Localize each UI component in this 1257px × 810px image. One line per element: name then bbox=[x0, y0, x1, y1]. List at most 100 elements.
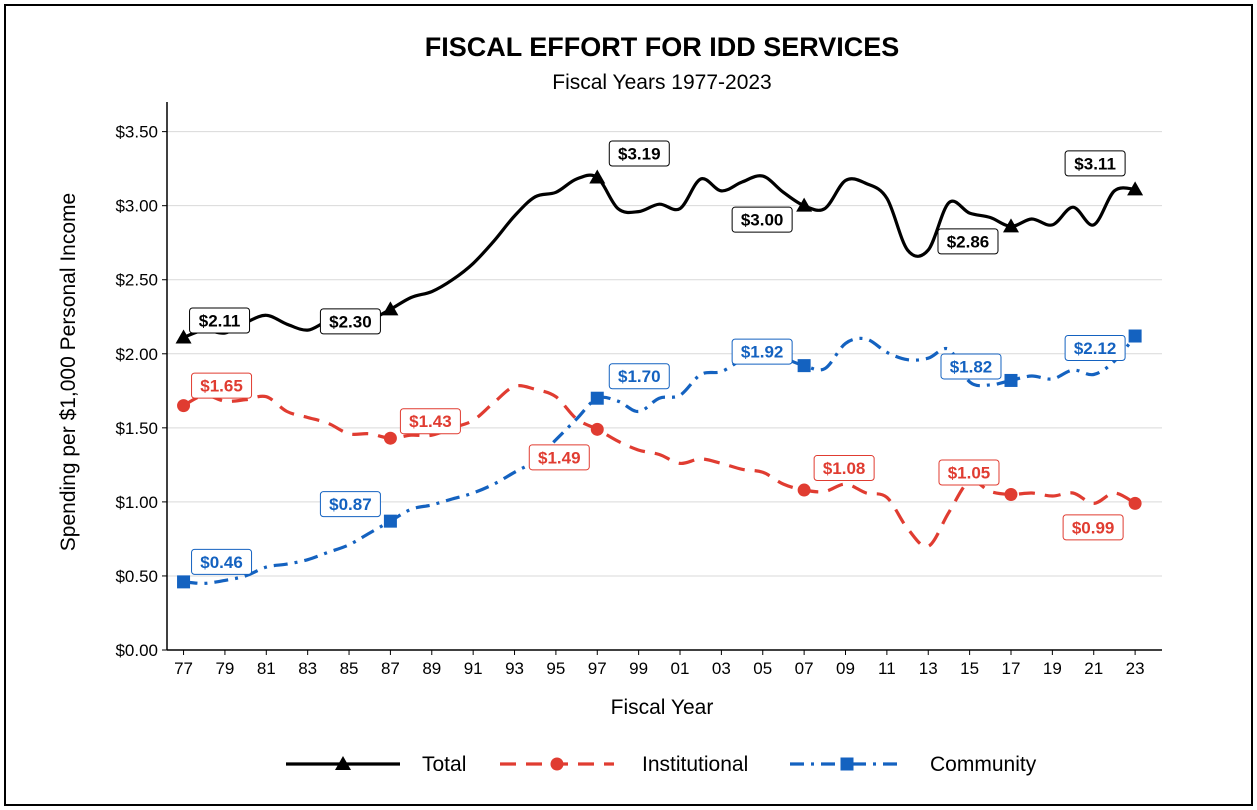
y-tick-label: $3.50 bbox=[115, 123, 158, 142]
y-tick-label: $0.50 bbox=[115, 567, 158, 586]
total-point-marker bbox=[1127, 181, 1144, 196]
total-point-marker bbox=[589, 169, 606, 184]
total-data-label-box bbox=[189, 307, 251, 334]
x-tick-label: 99 bbox=[629, 659, 648, 678]
legend-institutional-marker bbox=[550, 757, 564, 771]
x-tick-label: 81 bbox=[257, 659, 276, 678]
data-labels: $2.11 $2.30 $3.19 $3.00 $2.86 $3.11 $1.65 $1.43… bbox=[189, 140, 1126, 575]
legend-community-label: Community bbox=[930, 753, 1037, 776]
community-data-label: $2.12 bbox=[1074, 339, 1117, 358]
x-tick-label: 09 bbox=[836, 659, 855, 678]
total-data-label: $3.19 bbox=[618, 145, 661, 164]
community-point-marker bbox=[1128, 329, 1142, 343]
chart-subtitle: Fiscal Years 1977-2023 bbox=[552, 71, 772, 94]
x-tick-label: 17 bbox=[1002, 659, 1021, 678]
community-data-label-box bbox=[940, 353, 1002, 380]
x-tick-label: 03 bbox=[712, 659, 731, 678]
institutional-data-label-box bbox=[1062, 514, 1124, 541]
x-tick-label: 79 bbox=[215, 659, 234, 678]
community-point-marker bbox=[590, 391, 604, 405]
x-axis-title: Fiscal Year bbox=[611, 696, 714, 719]
community-data-label: $1.70 bbox=[618, 367, 661, 386]
total-data-label: $2.86 bbox=[947, 232, 990, 251]
community-data-label: $1.92 bbox=[741, 343, 784, 362]
total-data-label: $2.30 bbox=[329, 312, 372, 331]
institutional-point-marker bbox=[797, 483, 811, 497]
total-point-marker bbox=[382, 301, 399, 316]
y-tick-label: $0.00 bbox=[115, 641, 158, 660]
institutional-data-label: $1.43 bbox=[409, 412, 452, 431]
x-tick-label: 05 bbox=[753, 659, 772, 678]
total-data-label-box bbox=[608, 140, 670, 167]
total-data-label: $3.11 bbox=[1074, 154, 1116, 173]
community-point-marker bbox=[383, 514, 397, 528]
community-data-label: $0.46 bbox=[200, 553, 243, 572]
total-data-label-box bbox=[319, 308, 381, 335]
total-point-marker bbox=[175, 329, 192, 344]
institutional-point-marker bbox=[1128, 496, 1142, 510]
institutional-data-label-box bbox=[399, 408, 461, 435]
chart-title: FISCAL EFFORT FOR IDD SERVICES bbox=[425, 32, 900, 62]
x-tick-label: 91 bbox=[464, 659, 483, 678]
institutional-data-label: $0.99 bbox=[1072, 518, 1115, 537]
community-data-label: $1.82 bbox=[950, 357, 993, 376]
y-tick-label: $2.00 bbox=[115, 345, 158, 364]
institutional-data-label: $1.49 bbox=[538, 448, 581, 467]
legend: Total Institutional Community bbox=[286, 753, 1037, 776]
institutional-data-label-box bbox=[191, 372, 253, 399]
x-tick-label: 97 bbox=[588, 659, 607, 678]
gridlines bbox=[167, 131, 1162, 651]
y-axis-title: Spending per $1,000 Personal Income bbox=[57, 193, 80, 551]
total-data-label-box bbox=[1064, 150, 1126, 177]
x-tick-label: 15 bbox=[960, 659, 979, 678]
x-tick-label: 87 bbox=[381, 659, 400, 678]
institutional-data-label-box bbox=[938, 459, 1000, 486]
y-tick-label: $2.50 bbox=[115, 271, 158, 290]
x-tick-label: 89 bbox=[422, 659, 441, 678]
x-tick-label: 93 bbox=[505, 659, 524, 678]
x-tick-label: 19 bbox=[1043, 659, 1062, 678]
y-tick-label: $1.00 bbox=[115, 493, 158, 512]
total-point-marker bbox=[1002, 218, 1019, 233]
x-tick-label: 77 bbox=[174, 659, 193, 678]
institutional-data-label-box bbox=[528, 444, 590, 471]
community-point-marker bbox=[177, 575, 191, 589]
community-data-label-box bbox=[191, 548, 253, 575]
institutional-point-marker bbox=[177, 399, 191, 413]
y-tick-label: $1.50 bbox=[115, 419, 158, 438]
chart-frame: FISCAL EFFORT FOR IDD SERVICES Fiscal Ye… bbox=[4, 4, 1253, 806]
total-point-marker bbox=[796, 197, 813, 212]
institutional-point-marker bbox=[383, 431, 397, 445]
x-tick-label: 13 bbox=[919, 659, 938, 678]
community-series-line bbox=[183, 334, 1137, 586]
x-tick-label: 11 bbox=[878, 659, 896, 678]
x-tick-label: 85 bbox=[340, 659, 359, 678]
community-point-marker bbox=[1004, 373, 1018, 387]
community-data-label-box bbox=[608, 363, 670, 390]
community-data-label-box bbox=[319, 491, 381, 518]
institutional-point-marker bbox=[1004, 487, 1018, 501]
total-data-label-box bbox=[937, 228, 999, 255]
total-data-label: $2.11 bbox=[199, 311, 241, 330]
community-data-label-box bbox=[1064, 335, 1126, 362]
community-data-label: $0.87 bbox=[329, 495, 372, 514]
institutional-data-label: $1.08 bbox=[823, 459, 866, 478]
legend-total-marker bbox=[335, 756, 351, 770]
institutional-data-label: $1.65 bbox=[200, 377, 243, 396]
community-data-label-box bbox=[731, 338, 793, 365]
total-data-label: $3.00 bbox=[741, 211, 784, 230]
x-tick-label: 23 bbox=[1126, 659, 1145, 678]
x-tick-label: 07 bbox=[795, 659, 814, 678]
axes: $0.00 $0.50 $1.00 $1.50 $2.00 $2.50 $3.00 $3.50… bbox=[115, 102, 1162, 678]
institutional-point-marker bbox=[590, 422, 604, 436]
legend-institutional-label: Institutional bbox=[642, 753, 748, 776]
legend-total-label: Total bbox=[422, 753, 466, 776]
community-point-marker bbox=[797, 359, 811, 373]
line-chart: FISCAL EFFORT FOR IDD SERVICES Fiscal Ye… bbox=[57, 32, 1162, 776]
institutional-data-label: $1.05 bbox=[948, 463, 991, 482]
institutional-data-label-box bbox=[813, 455, 875, 482]
y-tick-label: $3.00 bbox=[115, 197, 158, 216]
x-tick-label: 95 bbox=[546, 659, 565, 678]
x-tick-label: 83 bbox=[298, 659, 317, 678]
x-tick-label: 21 bbox=[1084, 659, 1103, 678]
